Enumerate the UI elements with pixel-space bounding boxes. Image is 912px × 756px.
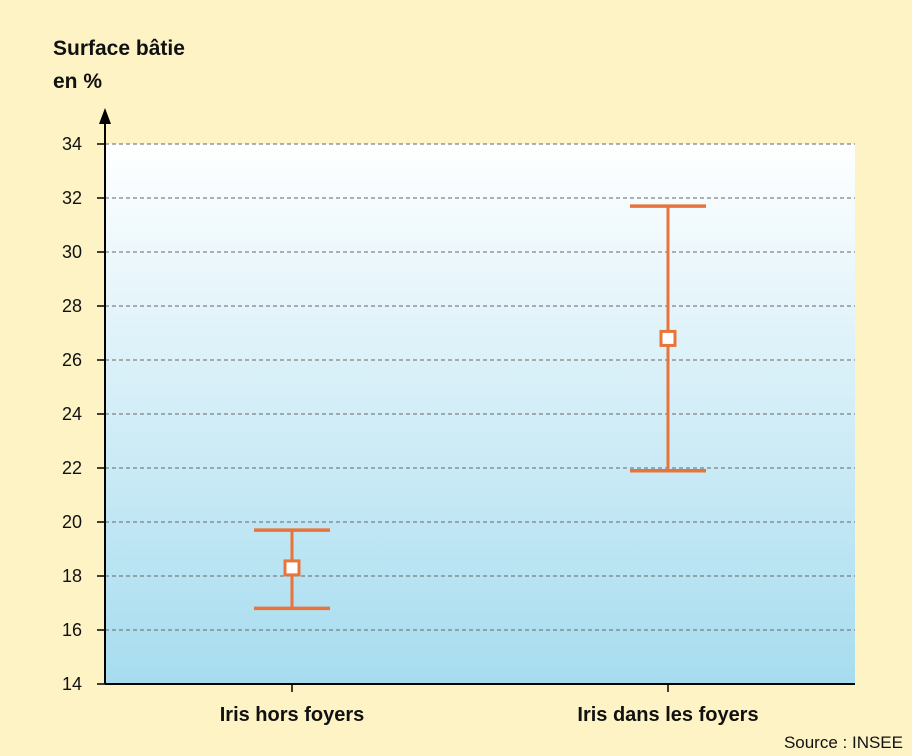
y-tick-label: 22 — [62, 458, 82, 478]
y-tick-label: 34 — [62, 134, 82, 154]
y-tick-label: 28 — [62, 296, 82, 316]
y-tick-labels: 14 16 18 20 22 24 26 28 30 32 34 — [62, 134, 82, 694]
x-tick-labels: Iris hors foyers Iris dans les foyers — [220, 684, 759, 726]
x-tick-label: Iris hors foyers — [220, 704, 365, 726]
y-axis-label-line-1: Surface bâtie — [53, 37, 185, 60]
y-tick-label: 20 — [62, 512, 82, 532]
source-note: Source : INSEE — [784, 733, 903, 752]
error-bar-group — [630, 204, 706, 473]
y-tick-label: 24 — [62, 404, 82, 424]
x-tick-label: Iris dans les foyers — [577, 704, 758, 726]
axes — [99, 108, 855, 685]
y-tick-label: 14 — [62, 674, 82, 694]
y-tick-label: 32 — [62, 188, 82, 208]
mean-marker — [283, 559, 301, 577]
y-tick-label: 30 — [62, 242, 82, 262]
y-axis-arrow-icon — [99, 108, 111, 124]
y-tick-label: 26 — [62, 350, 82, 370]
error-bar-series — [254, 204, 706, 611]
error-bar-group — [254, 528, 330, 611]
y-tick-label: 16 — [62, 620, 82, 640]
y-axis-label-line-2: en % — [53, 70, 102, 93]
y-tick-label: 18 — [62, 566, 82, 586]
mean-marker — [659, 329, 677, 347]
grid-lines — [97, 143, 855, 685]
